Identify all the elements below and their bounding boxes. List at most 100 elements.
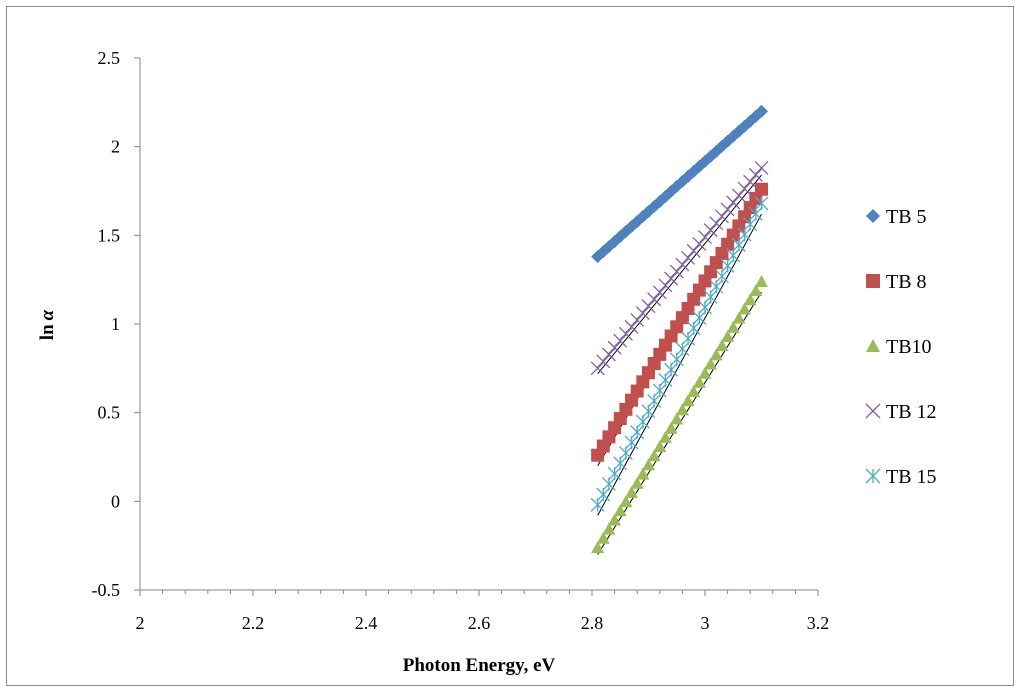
y-axis-title-main: ln	[37, 324, 58, 340]
data-point	[636, 467, 650, 480]
x-tick-label: 3	[701, 613, 710, 633]
data-point	[721, 329, 735, 342]
data-point	[709, 348, 723, 361]
data-point	[619, 495, 633, 508]
x-axis-title: Photon Energy, eV	[403, 655, 556, 676]
data-point	[698, 230, 712, 245]
y-axis-title: ln α	[37, 309, 58, 340]
ticks: -0.5 0 0.5 1 1.5 2 2.5 2 2.2 2.4 2.6 2.8 3 3.2	[92, 48, 830, 633]
legend-marker	[866, 274, 880, 288]
data-point	[675, 257, 690, 272]
data-point	[704, 357, 718, 370]
data-point	[607, 340, 622, 355]
legend-marker	[866, 209, 880, 223]
data-point	[709, 216, 724, 231]
legend-label: TB10	[886, 336, 932, 358]
data-point	[669, 264, 684, 279]
legend-item: TB 15	[865, 466, 937, 488]
data-point	[686, 243, 701, 258]
data-point	[641, 299, 656, 314]
data-point	[738, 302, 752, 315]
legend-label: TB 5	[886, 206, 927, 228]
data-point	[608, 513, 622, 526]
data-point	[596, 531, 610, 544]
legend-item: TB 8	[866, 271, 927, 293]
x-tick-label: 2.6	[468, 613, 491, 633]
data-point	[591, 540, 605, 553]
data-point	[624, 319, 639, 334]
data-point	[743, 174, 758, 189]
data-point	[681, 394, 695, 407]
data-point	[737, 181, 752, 196]
legend-item: TB10	[866, 336, 932, 358]
legend-item: TB 12	[865, 401, 937, 423]
legend-marker	[865, 468, 881, 484]
data-point	[732, 311, 746, 324]
data-point	[658, 430, 672, 443]
series-tb8	[591, 182, 768, 462]
data-point	[652, 285, 667, 300]
y-tick-label: 2.5	[98, 48, 121, 68]
legend: TB 5 TB 8 TB10 TB 12 TB 15	[865, 206, 937, 488]
legend-marker	[865, 403, 881, 419]
data-point	[731, 188, 746, 203]
y-axis-title-symbol: α	[37, 309, 58, 320]
data-point	[714, 209, 729, 224]
data-point	[698, 366, 712, 379]
fit-line	[597, 213, 762, 516]
y-tick-label: 0.5	[98, 403, 121, 423]
data-point	[630, 476, 644, 489]
data-point	[630, 313, 645, 327]
legend-item: TB 5	[866, 206, 927, 228]
data-point	[726, 195, 741, 210]
data-point	[613, 504, 627, 517]
data-point	[755, 274, 768, 287]
y-tick-label: 1.5	[98, 225, 121, 245]
data-point	[590, 361, 605, 376]
legend-label: TB 8	[886, 271, 927, 293]
x-tick-label: 3.2	[807, 613, 830, 633]
x-tick-label: 2	[136, 613, 145, 633]
data-point	[613, 333, 628, 348]
data-point	[670, 412, 684, 425]
y-tick-label: 1	[111, 314, 120, 334]
series-tb5	[591, 104, 768, 264]
x-tick-label: 2.8	[581, 613, 604, 633]
series-tb10	[591, 274, 768, 553]
data-point	[658, 278, 673, 293]
data-markers	[590, 104, 769, 553]
data-point	[748, 167, 763, 182]
data-point	[755, 104, 768, 118]
series-tb15	[590, 196, 769, 512]
y-tick-label: -0.5	[92, 580, 121, 600]
x-tick-label: 2.2	[242, 613, 265, 633]
data-point	[726, 320, 740, 333]
data-point	[675, 403, 689, 416]
data-point	[642, 458, 655, 471]
data-point	[653, 440, 667, 453]
data-point	[681, 250, 696, 265]
legend-label: TB 12	[886, 401, 937, 423]
data-point	[625, 485, 639, 498]
data-point	[754, 196, 769, 211]
data-point	[749, 284, 763, 297]
series-tb12	[590, 160, 769, 376]
data-point	[647, 292, 662, 307]
axes	[139, 58, 818, 591]
data-point	[754, 160, 769, 175]
legend-label: TB 15	[886, 466, 937, 488]
data-point	[692, 375, 706, 388]
y-tick-label: 0	[111, 491, 120, 511]
data-point	[602, 522, 616, 535]
data-point	[715, 339, 729, 352]
data-point	[635, 306, 650, 321]
data-point	[591, 250, 605, 264]
legend-marker	[866, 339, 880, 352]
data-point	[743, 293, 757, 306]
data-point	[703, 223, 718, 238]
y-tick-label: 2	[111, 137, 120, 157]
data-point	[692, 236, 707, 251]
chart-frame	[6, 6, 1014, 686]
data-point	[720, 202, 735, 217]
